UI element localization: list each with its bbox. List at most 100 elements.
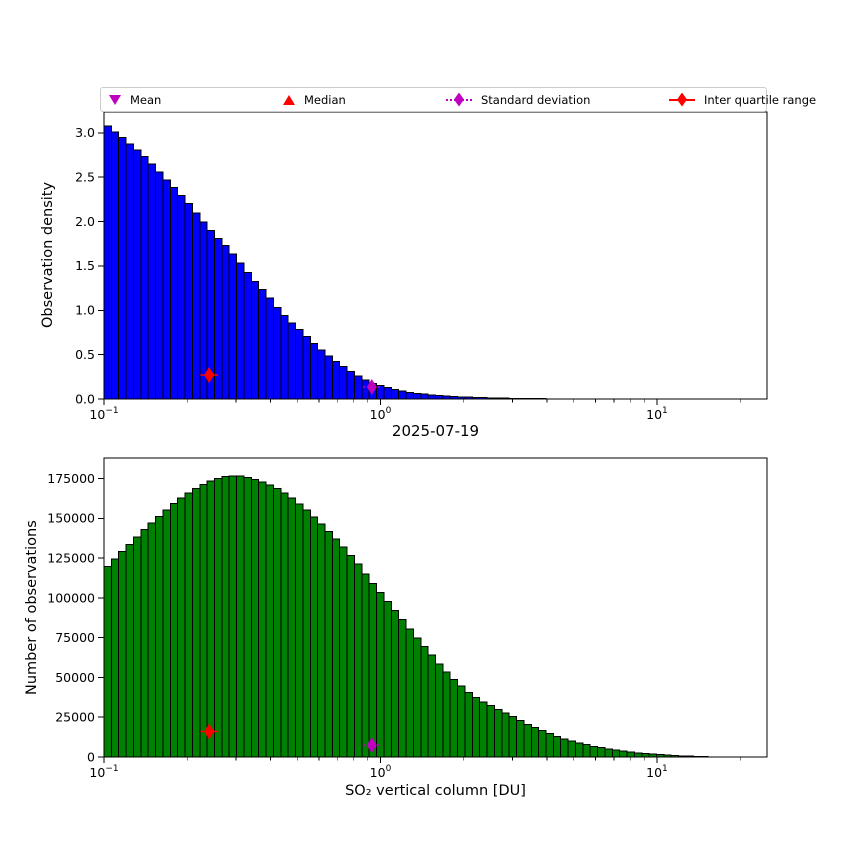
histogram-bar [574,742,584,758]
histogram-bar [258,481,267,758]
histogram-bar [346,554,355,758]
mean-triangle-down-icon [109,94,121,105]
legend: Mean Median Standard deviation Inter qua… [100,87,816,112]
histogram-bar [412,392,422,400]
x-tick-label: 10−1 [89,764,118,780]
x-tick-label: 100 [370,406,392,422]
x-tick-label: 101 [646,764,668,780]
histogram-bar [508,716,518,758]
y-tick-label: 0 [87,749,95,764]
histogram-bar [236,262,245,400]
y-tick-label: 1.0 [75,303,95,318]
histogram-bar [376,385,385,400]
histogram-bar [493,708,503,758]
legend-label-inter-quartile-range: Inter quartile range [704,92,817,107]
histogram-bar [169,502,179,758]
histogram-bar [619,750,628,758]
histogram-bar [412,637,422,758]
y-tick-label: 25000 [55,710,95,725]
histogram-bar [184,492,193,758]
histogram-bar [405,628,414,758]
histogram-bar [633,752,643,758]
histogram-bar [199,484,208,758]
histogram-bar [420,645,429,758]
histogram-bar [589,745,599,758]
histogram-bar [567,740,576,758]
legend-item-median: Median [283,88,346,111]
inter-quartile-range-marker [200,723,219,740]
histogram-bar [103,565,112,758]
histogram-bar [339,366,348,400]
histogram-bar [162,179,171,400]
histogram-bar [191,488,201,758]
histogram-bar [538,730,547,758]
histogram-bar [110,131,120,400]
histogram-bar [140,155,149,400]
histogram-bar [604,748,613,758]
histogram-bar [405,391,414,400]
histogram-bar [140,529,149,758]
histogram-bar [155,516,164,758]
histogram-bar [486,705,495,758]
histogram-bar [597,747,606,758]
histogram-bar [479,701,488,758]
histogram-bar [184,203,193,400]
histogram-bar [228,253,238,400]
histogram-bar [530,727,540,758]
histogram-bar [221,245,230,400]
ylabel-number-of-observations: Number of observations [24,520,40,695]
histogram-bar [118,550,127,758]
histogram-bar [147,522,157,758]
histogram-bar [302,509,311,758]
histogram-bar [457,685,466,758]
histogram-bar [501,712,510,758]
histogram-bar [110,558,120,758]
histogram-bar [317,349,326,400]
histogram-bar [169,186,179,400]
y-tick-label: 75000 [55,630,95,645]
y-tick-label: 2.0 [75,214,95,229]
legend-label-standard-deviation: Standard deviation [481,92,591,107]
xlabel-so2-vertical-column: SO₂ vertical column [DU] [345,783,526,799]
y-tick-label: 2.5 [75,170,95,185]
inter-quartile-range-marker [200,367,219,384]
histogram-bar [611,749,621,758]
histogram-bar [147,163,157,400]
histogram-bar [398,390,407,400]
histogram-bar [339,546,348,758]
histogram-bar [516,719,525,758]
histogram-bar [236,475,245,758]
standard-deviation-marker [363,737,381,754]
histogram-bar [265,297,274,400]
histogram-bar [206,480,216,758]
histogram-bar [361,379,370,400]
histogram-bar [191,212,201,400]
histogram-bar [302,336,311,400]
standard-deviation-diamond-icon [446,92,472,107]
histogram-bar [103,125,112,400]
histogram-bar [317,523,326,758]
histogram-bar [280,314,289,400]
histogram-bar [368,583,378,758]
histogram-bar [331,361,341,400]
histogram-bar [582,744,591,758]
histogram-bar [398,618,407,758]
legend-label-mean: Mean [130,92,162,107]
histogram-bar [280,492,289,758]
histogram-bar [449,679,459,758]
legend-item-standard-deviation: Standard deviation [446,88,590,111]
histogram-bar [552,735,562,758]
histogram-bar [250,479,260,758]
histogram-bar [243,477,252,758]
histogram-bar [287,497,297,758]
histogram-bar [309,343,319,400]
number-of-observations-histogram: 10−1 100 101 0 25000 50000 75000 100000 125000 15… [47,457,768,780]
histogram-bar [243,271,252,400]
y-tick-label: 1.5 [75,258,95,273]
histogram-bar [272,306,282,400]
histogram-bar [383,601,392,758]
histogram-bar [228,475,238,758]
y-tick-label: 150000 [47,511,95,526]
